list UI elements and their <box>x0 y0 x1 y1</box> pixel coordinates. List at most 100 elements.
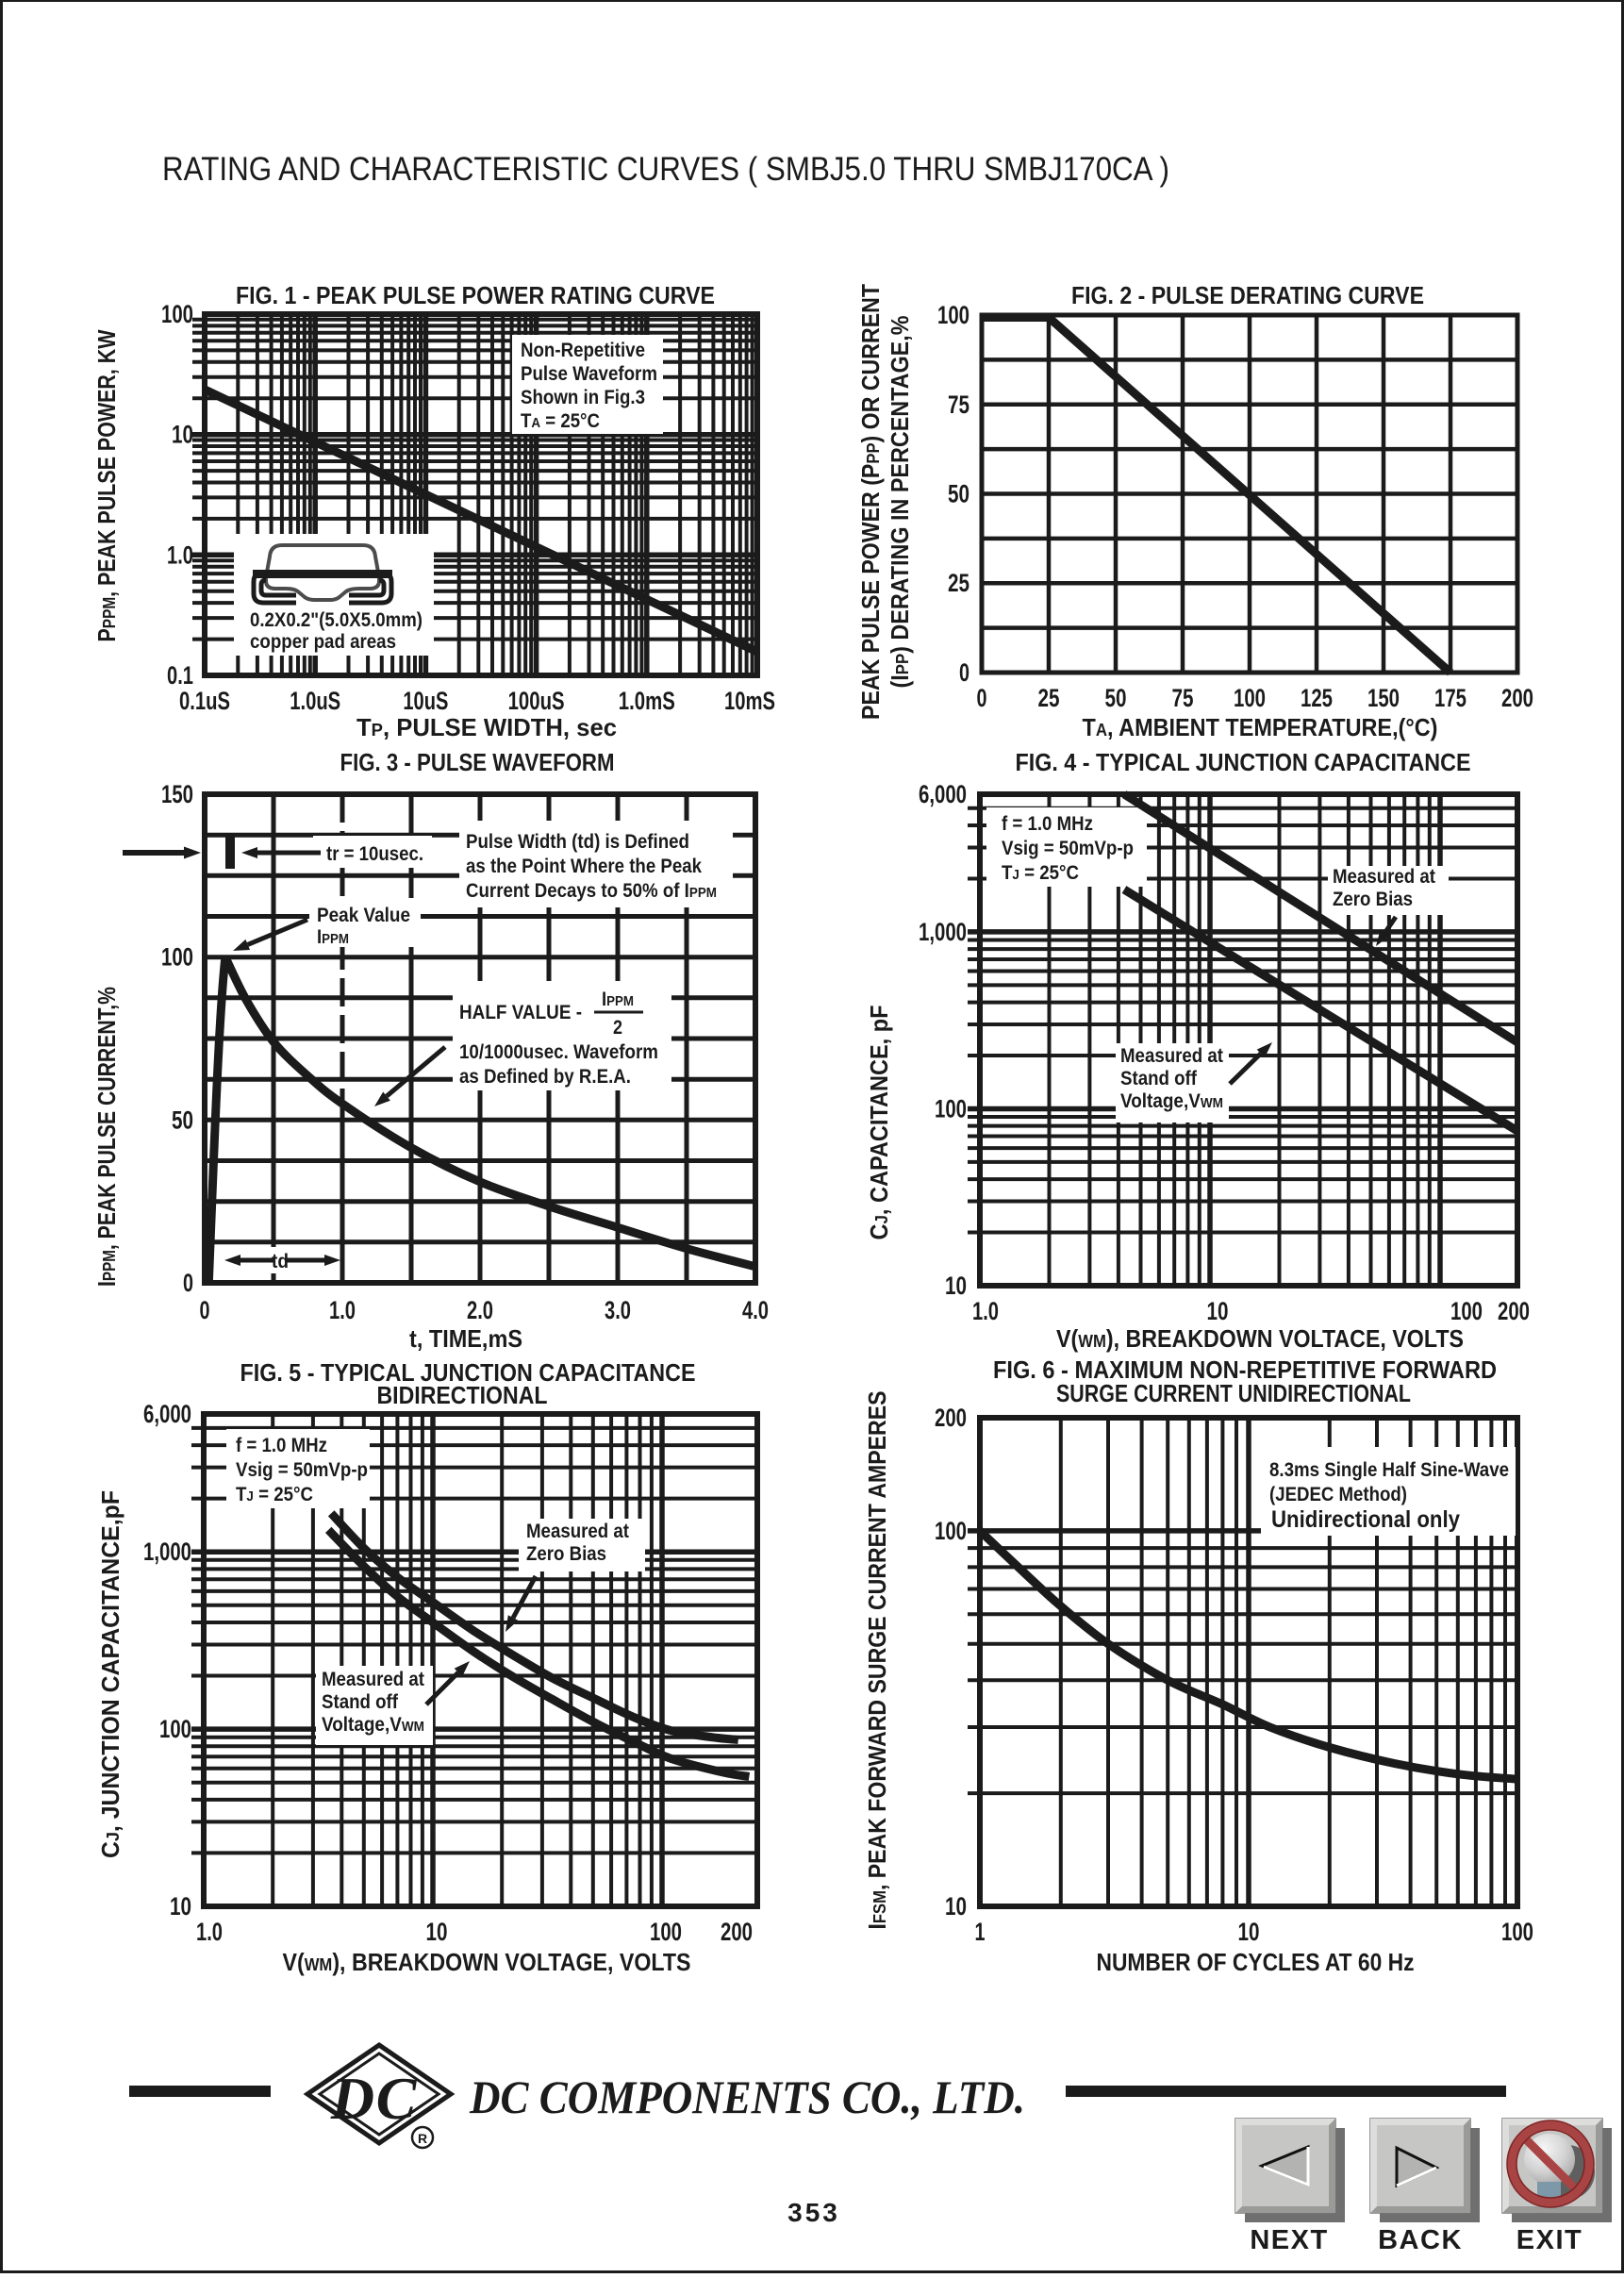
svg-text:Measured at: Measured at <box>1333 866 1435 888</box>
svg-text:Non-Repetitive: Non-Repetitive <box>521 340 645 361</box>
svg-text:as Defined by R.E.A.: as Defined by R.E.A. <box>459 1066 631 1088</box>
svg-text:Stand off: Stand off <box>1120 1068 1198 1089</box>
svg-text:3.0: 3.0 <box>605 1296 631 1324</box>
svg-text:IFSM, PEAK FORWARD SURGE CURRE: IFSM, PEAK FORWARD SURGE CURRENT AMPERES <box>863 1391 891 1930</box>
svg-text:TA, AMBIENT TEMPERATURE,(°C): TA, AMBIENT TEMPERATURE,(°C) <box>1083 713 1438 741</box>
svg-text:150: 150 <box>161 780 193 808</box>
svg-text:t, TIME,mS: t, TIME,mS <box>409 1324 522 1353</box>
svg-text:4.0: 4.0 <box>742 1296 769 1324</box>
svg-text:FIG. 5 - TYPICAL JUNCTION CAPA: FIG. 5 - TYPICAL JUNCTION CAPACITANCE <box>240 1358 696 1387</box>
svg-text:R: R <box>418 2131 427 2146</box>
svg-text:Stand off: Stand off <box>322 1691 399 1713</box>
svg-text:353: 353 <box>787 2198 840 2227</box>
svg-text:100: 100 <box>935 1095 967 1123</box>
svg-text:10: 10 <box>1207 1297 1229 1325</box>
svg-text:0: 0 <box>977 684 987 712</box>
svg-text:Vsig = 50mVp-p: Vsig = 50mVp-p <box>1002 838 1134 859</box>
svg-text:V(WM), BREAKDOWN VOLTAGE, VOLT: V(WM), BREAKDOWN VOLTAGE, VOLTS <box>283 1948 691 1976</box>
svg-text:BACK: BACK <box>1378 2225 1463 2255</box>
svg-text:200: 200 <box>1501 684 1533 712</box>
svg-text:f = 1.0 MHz: f = 1.0 MHz <box>236 1435 327 1456</box>
svg-text:(JEDEC Method): (JEDEC Method) <box>1269 1484 1407 1505</box>
svg-text:1.0uS: 1.0uS <box>290 687 340 715</box>
svg-text:200: 200 <box>721 1918 753 1946</box>
svg-text:TP, PULSE WIDTH, sec: TP, PULSE WIDTH, sec <box>356 713 617 741</box>
svg-text:200: 200 <box>1498 1297 1530 1325</box>
svg-text:75: 75 <box>948 391 969 419</box>
svg-text:NUMBER OF CYCLES AT 60 Hz: NUMBER OF CYCLES AT 60 Hz <box>1097 1948 1415 1976</box>
svg-text:75: 75 <box>1172 684 1194 712</box>
svg-text:Peak Value: Peak Value <box>317 905 410 926</box>
svg-text:FIG. 1 - PEAK PULSE POWER RATI: FIG. 1 - PEAK PULSE POWER RATING CURVE <box>236 281 715 309</box>
svg-text:SURGE CURRENT UNIDIRECTIONAL: SURGE CURRENT UNIDIRECTIONAL <box>1056 1379 1411 1407</box>
svg-text:0.1uS: 0.1uS <box>179 687 230 715</box>
svg-text:100: 100 <box>161 943 193 972</box>
svg-text:100: 100 <box>1450 1297 1483 1325</box>
svg-text:8.3ms Single Half Sine-Wave: 8.3ms Single Half Sine-Wave <box>1269 1459 1509 1481</box>
svg-text:IPPM: IPPM <box>602 989 634 1010</box>
svg-text:200: 200 <box>935 1404 967 1432</box>
svg-text:6,000: 6,000 <box>143 1400 191 1428</box>
svg-text:1.0: 1.0 <box>972 1297 999 1325</box>
svg-text:10: 10 <box>170 1892 191 1921</box>
svg-text:50: 50 <box>172 1106 193 1134</box>
svg-text:100uS: 100uS <box>508 687 565 715</box>
svg-text:0: 0 <box>183 1269 193 1297</box>
svg-text:10: 10 <box>945 1892 967 1921</box>
svg-text:RATING AND CHARACTERISTIC CURV: RATING AND CHARACTERISTIC CURVES ( SMBJ5… <box>162 151 1169 188</box>
svg-text:6,000: 6,000 <box>919 780 967 808</box>
svg-text:Measured at: Measured at <box>1120 1045 1223 1067</box>
svg-text:10mS: 10mS <box>724 687 775 715</box>
svg-text:2: 2 <box>613 1017 622 1039</box>
svg-text:D: D <box>330 2065 374 2132</box>
svg-text:0: 0 <box>959 658 969 687</box>
svg-text:1,000: 1,000 <box>919 918 967 946</box>
svg-text:DC COMPONENTS CO., LTD.: DC COMPONENTS CO., LTD. <box>469 2070 1025 2123</box>
svg-text:IPPM: IPPM <box>317 926 349 948</box>
svg-text:125: 125 <box>1301 684 1333 712</box>
svg-text:FIG. 4 - TYPICAL JUNCTION CAPA: FIG. 4 - TYPICAL JUNCTION CAPACITANCE <box>1016 748 1471 776</box>
svg-text:50: 50 <box>948 480 969 508</box>
svg-text:Voltage,VWM: Voltage,VWM <box>322 1714 424 1736</box>
svg-text:CJ, CAPACITANCE, pF: CJ, CAPACITANCE, pF <box>865 1006 893 1240</box>
svg-text:10/1000usec. Waveform: 10/1000usec. Waveform <box>459 1041 658 1063</box>
svg-text:150: 150 <box>1367 684 1400 712</box>
svg-text:Zero Bias: Zero Bias <box>1333 889 1413 910</box>
svg-text:Vsig = 50mVp-p: Vsig = 50mVp-p <box>236 1459 368 1481</box>
svg-text:1: 1 <box>975 1918 986 1946</box>
svg-text:1.0mS: 1.0mS <box>619 687 675 715</box>
svg-text:FIG. 3 - PULSE WAVEFORM: FIG. 3 - PULSE WAVEFORM <box>340 748 615 776</box>
svg-text:100: 100 <box>650 1918 682 1946</box>
svg-text:tr = 10usec.: tr = 10usec. <box>326 843 423 865</box>
svg-text:25: 25 <box>948 569 969 597</box>
svg-text:0.1: 0.1 <box>167 661 193 690</box>
svg-text:Shown in Fig.3: Shown in Fig.3 <box>521 387 645 408</box>
svg-text:1.0: 1.0 <box>196 1918 223 1946</box>
svg-text:C: C <box>376 2065 418 2132</box>
svg-text:TA = 25°C: TA = 25°C <box>521 410 600 432</box>
svg-text:0: 0 <box>200 1296 210 1324</box>
svg-text:10uS: 10uS <box>403 687 448 715</box>
svg-text:(IPP) DERATING IN PERCENTAGE,%: (IPP) DERATING IN PERCENTAGE,% <box>886 316 914 689</box>
svg-text:Voltage,VWM: Voltage,VWM <box>1120 1090 1223 1112</box>
svg-text:CJ, JUNCTION CAPACITANCE,pF: CJ, JUNCTION CAPACITANCE,pF <box>96 1490 124 1858</box>
svg-text:Pulse Waveform: Pulse Waveform <box>521 363 657 385</box>
svg-text:100: 100 <box>1501 1918 1533 1946</box>
svg-text:PPPM, PEAK PULSE POWER, KW: PPPM, PEAK PULSE POWER, KW <box>92 329 121 641</box>
svg-text:100: 100 <box>937 301 969 329</box>
svg-text:0.2X0.2"(5.0X5.0mm): 0.2X0.2"(5.0X5.0mm) <box>250 609 423 631</box>
svg-text:V(WM), BREAKDOWN VOLTACE, VOLT: V(WM), BREAKDOWN VOLTACE, VOLTS <box>1056 1324 1464 1353</box>
svg-text:TJ = 25°C: TJ = 25°C <box>1002 862 1079 884</box>
svg-text:Unidirectional only: Unidirectional only <box>1271 1506 1460 1533</box>
svg-text:as the Point Where the Peak: as the Point Where the Peak <box>466 856 702 877</box>
svg-text:TJ = 25°C: TJ = 25°C <box>236 1484 313 1505</box>
svg-text:PEAK PULSE POWER (PPP) OR CURR: PEAK PULSE POWER (PPP) OR CURRENT <box>856 284 885 720</box>
svg-text:HALF VALUE -: HALF VALUE - <box>459 1002 582 1023</box>
svg-text:1.0: 1.0 <box>329 1296 356 1324</box>
svg-text:10: 10 <box>426 1918 448 1946</box>
svg-text:25: 25 <box>1038 684 1060 712</box>
svg-text:f = 1.0 MHz: f = 1.0 MHz <box>1002 813 1093 835</box>
svg-text:100: 100 <box>1234 684 1266 712</box>
svg-text:100: 100 <box>161 300 193 328</box>
svg-text:10: 10 <box>1238 1918 1260 1946</box>
